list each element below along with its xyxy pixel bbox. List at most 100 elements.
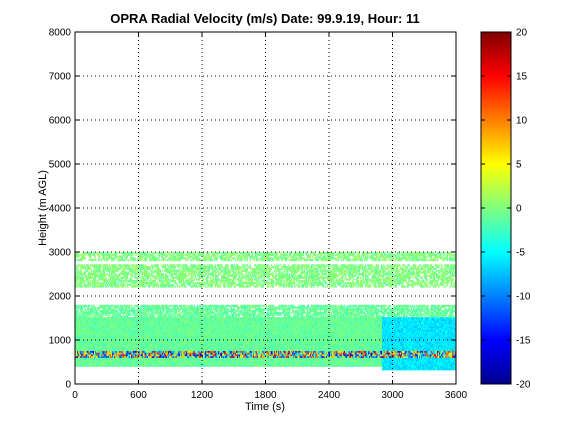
heatmap-cell — [87, 313, 90, 316]
heatmap-cell — [123, 322, 126, 325]
heatmap-cell — [145, 259, 148, 262]
heatmap-cell — [180, 345, 183, 348]
heatmap-cell — [156, 273, 158, 276]
heatmap-cell — [130, 348, 132, 351]
heatmap-cell — [153, 347, 155, 350]
heatmap-cell — [89, 332, 92, 336]
heatmap-cell — [139, 318, 142, 322]
heatmap-cell — [190, 329, 192, 332]
heatmap-cell — [107, 274, 110, 278]
heatmap-cell — [153, 348, 155, 351]
heatmap-cell — [131, 306, 133, 309]
heatmap-cell — [76, 315, 78, 318]
heatmap-cell — [146, 347, 149, 350]
heatmap-cell — [191, 266, 193, 269]
heatmap-cell — [76, 269, 78, 272]
heatmap-cell — [125, 257, 128, 260]
heatmap-cell — [168, 332, 170, 336]
heatmap-cell — [154, 345, 156, 348]
heatmap-cell — [75, 318, 77, 322]
heatmap-cell — [155, 257, 157, 260]
heatmap-cell — [178, 343, 181, 346]
heatmap-cell — [143, 332, 146, 336]
heatmap-cell — [126, 264, 129, 267]
heatmap-cell — [117, 320, 119, 323]
heatmap-cell — [110, 308, 113, 311]
heatmap-cell — [75, 285, 77, 288]
heatmap-cell — [84, 267, 86, 270]
heatmap-cell — [120, 345, 122, 348]
heatmap-cell — [184, 317, 186, 320]
heatmap-cell — [163, 336, 166, 339]
heatmap-cell — [139, 271, 142, 274]
heatmap-cell — [123, 276, 126, 279]
heatmap-cell — [110, 340, 113, 343]
heatmap-cell — [149, 259, 151, 262]
heatmap-cell — [158, 350, 161, 353]
heatmap-cell — [160, 340, 163, 343]
heatmap-cell — [92, 308, 95, 311]
heatmap-cell — [137, 257, 139, 260]
heatmap-cell — [137, 325, 139, 329]
heatmap-cell — [117, 329, 119, 332]
heatmap-cell — [174, 259, 176, 262]
heatmap-cell — [139, 269, 142, 272]
heatmap-cell — [132, 334, 134, 337]
heatmap-cell — [115, 364, 117, 367]
heatmap-cell — [179, 359, 182, 362]
heatmap-cell — [107, 361, 110, 364]
heatmap-cell — [178, 357, 181, 360]
heatmap-cell — [98, 267, 100, 270]
heatmap-cell — [187, 341, 189, 344]
heatmap-cell — [180, 273, 183, 276]
heatmap-cell — [166, 336, 168, 339]
heatmap-cell — [94, 332, 96, 336]
heatmap-cell — [128, 355, 131, 358]
heatmap-cell — [109, 338, 112, 341]
heatmap-cell — [190, 336, 192, 339]
heatmap-cell — [175, 320, 177, 323]
heatmap-cell — [190, 306, 192, 309]
heatmap-cell — [120, 336, 122, 339]
heatmap-cell — [141, 322, 144, 325]
heatmap-cell — [117, 278, 119, 281]
heatmap-cell — [137, 340, 139, 343]
heatmap-cell — [133, 285, 135, 288]
heatmap-cell — [120, 271, 122, 274]
heatmap-cell — [128, 345, 131, 348]
heatmap-cell — [151, 310, 153, 313]
heatmap-cell — [156, 355, 158, 358]
heatmap-cell — [174, 310, 176, 313]
heatmap-cell — [163, 257, 166, 260]
heatmap-cell — [101, 311, 103, 314]
heatmap-cell — [180, 320, 183, 323]
heatmap-cell — [96, 267, 98, 270]
heatmap-cell — [99, 345, 101, 348]
heatmap-cell — [118, 352, 120, 355]
heatmap-cell — [99, 304, 101, 307]
heatmap-cell — [87, 253, 90, 256]
heatmap-cell — [135, 334, 137, 337]
heatmap-cell — [125, 331, 128, 334]
heatmap-cell — [151, 255, 153, 258]
heatmap-cell — [80, 325, 82, 329]
heatmap-cell — [121, 331, 124, 334]
heatmap-cell — [171, 329, 173, 332]
heatmap-cell — [118, 329, 120, 332]
heatmap-cell — [186, 331, 188, 334]
heatmap-cell — [107, 253, 110, 256]
heatmap-cell — [97, 345, 99, 348]
heatmap-cell — [159, 325, 162, 329]
heatmap-cell — [115, 338, 117, 341]
heatmap-cell — [119, 259, 121, 262]
heatmap-cell — [189, 325, 191, 329]
heatmap-cell — [114, 313, 116, 316]
heatmap-cell — [148, 274, 150, 278]
heatmap-cell — [119, 352, 121, 355]
heatmap-cell — [127, 347, 130, 350]
heatmap-cell — [123, 340, 126, 343]
heatmap-cell — [178, 324, 181, 327]
heatmap-cell — [188, 318, 190, 322]
heatmap-cell — [182, 322, 185, 325]
heatmap-cell — [112, 257, 114, 260]
